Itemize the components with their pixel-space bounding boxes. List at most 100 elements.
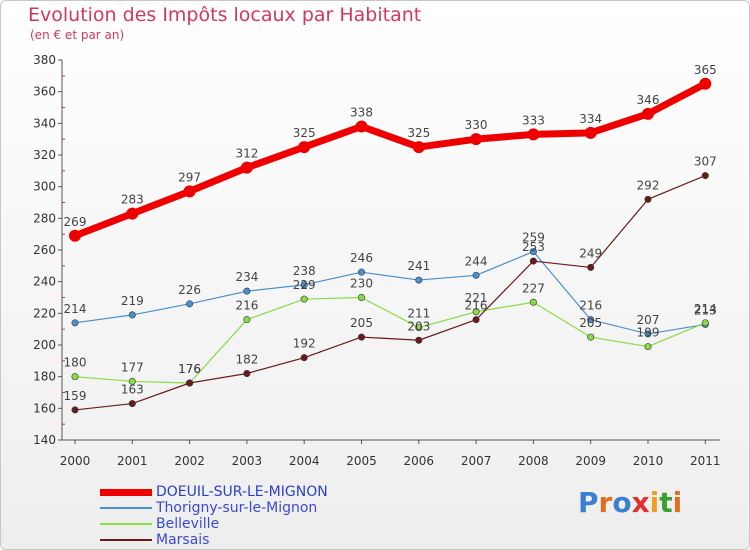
data-point — [701, 172, 709, 180]
data-label: 214 — [694, 302, 717, 316]
data-point — [472, 316, 480, 324]
y-tick-label: 320 — [33, 148, 56, 162]
data-label: 338 — [350, 106, 373, 120]
legend-swatch — [100, 523, 152, 525]
data-point — [357, 333, 365, 341]
series-line — [74, 250, 706, 335]
data-point — [128, 400, 136, 408]
data-label: 203 — [407, 319, 430, 333]
data-label: 249 — [579, 246, 602, 260]
data-label: 244 — [465, 254, 488, 268]
data-label: 269 — [64, 215, 87, 229]
data-label: 227 — [522, 281, 545, 295]
data-point — [69, 229, 81, 242]
data-point — [300, 295, 308, 303]
data-point — [183, 185, 196, 198]
data-label: 325 — [407, 126, 430, 140]
y-tick-label: 140 — [33, 433, 56, 447]
data-point — [300, 281, 308, 289]
data-label: 216 — [235, 299, 258, 313]
legend-swatch — [100, 507, 152, 509]
data-label: 365 — [694, 63, 717, 77]
series-line — [74, 175, 706, 411]
data-label: 176 — [178, 362, 201, 376]
x-tick-label: 2005 — [346, 454, 377, 468]
data-label: 163 — [121, 383, 144, 397]
data-point — [644, 195, 652, 203]
data-label: 180 — [64, 356, 87, 370]
y-tick-label: 280 — [33, 211, 56, 225]
y-tick-label: 220 — [33, 306, 56, 320]
y-tick-label: 180 — [33, 370, 56, 384]
data-label: 334 — [579, 112, 602, 126]
data-point — [128, 311, 136, 319]
data-point — [472, 271, 480, 279]
data-point — [415, 276, 423, 284]
data-point — [470, 133, 483, 146]
data-label: 292 — [637, 178, 660, 192]
data-point — [587, 333, 595, 341]
data-point — [243, 287, 251, 295]
data-point — [472, 308, 480, 316]
data-label: 219 — [121, 294, 144, 308]
data-point — [527, 128, 540, 141]
logo-letter: i — [672, 486, 683, 519]
data-point — [240, 161, 253, 174]
data-label: 159 — [64, 389, 87, 403]
x-tick-label: 2006 — [404, 454, 435, 468]
data-label: 182 — [235, 353, 258, 367]
logo-letter: P — [578, 486, 599, 519]
data-label: 176 — [178, 362, 201, 376]
data-point — [415, 336, 423, 344]
data-point — [644, 343, 652, 351]
data-point — [355, 120, 368, 133]
y-tick-label: 360 — [33, 85, 56, 99]
data-label: 226 — [178, 283, 201, 297]
data-point — [71, 319, 79, 327]
data-point — [186, 300, 194, 308]
x-tick-label: 2000 — [60, 454, 91, 468]
data-label: 330 — [465, 118, 488, 132]
data-label: 297 — [178, 170, 201, 184]
data-label: 325 — [293, 126, 316, 140]
x-tick-label: 2002 — [174, 454, 205, 468]
series-layer — [69, 77, 712, 414]
data-label: 205 — [350, 316, 373, 330]
x-tick-label: 2009 — [575, 454, 606, 468]
y-tick-label: 380 — [33, 53, 56, 67]
logo-letter: r — [598, 486, 613, 519]
data-label: 333 — [522, 113, 545, 127]
legend-label: Thorigny-sur-le-Mignon — [156, 500, 318, 516]
logo-letter: t — [659, 486, 673, 519]
data-label: 259 — [522, 231, 545, 245]
data-point — [584, 126, 597, 139]
data-label: 307 — [694, 155, 717, 169]
data-label: 211 — [407, 307, 430, 321]
data-label: 192 — [293, 337, 316, 351]
data-point — [587, 316, 595, 324]
data-label: 229 — [293, 278, 316, 292]
data-point — [357, 293, 365, 301]
data-label: 207 — [637, 313, 660, 327]
y-tick-label: 340 — [33, 116, 56, 130]
data-label: 216 — [465, 299, 488, 313]
logo-letter: i — [649, 486, 660, 519]
x-tick-label: 2001 — [117, 454, 148, 468]
data-label: 221 — [465, 291, 488, 305]
series-line — [74, 296, 706, 384]
y-tick-label: 240 — [33, 275, 56, 289]
data-point — [300, 354, 308, 362]
data-point — [644, 330, 652, 338]
data-label: 283 — [121, 193, 144, 207]
data-label: 253 — [522, 240, 545, 254]
data-point — [128, 377, 136, 385]
data-point — [298, 141, 311, 154]
data-point — [243, 316, 251, 324]
data-point — [71, 373, 79, 381]
data-point — [701, 319, 709, 327]
chart-subtitle: (en € et par an) — [30, 28, 125, 42]
data-label: 214 — [64, 302, 87, 316]
legend-label: Belleville — [156, 516, 220, 532]
